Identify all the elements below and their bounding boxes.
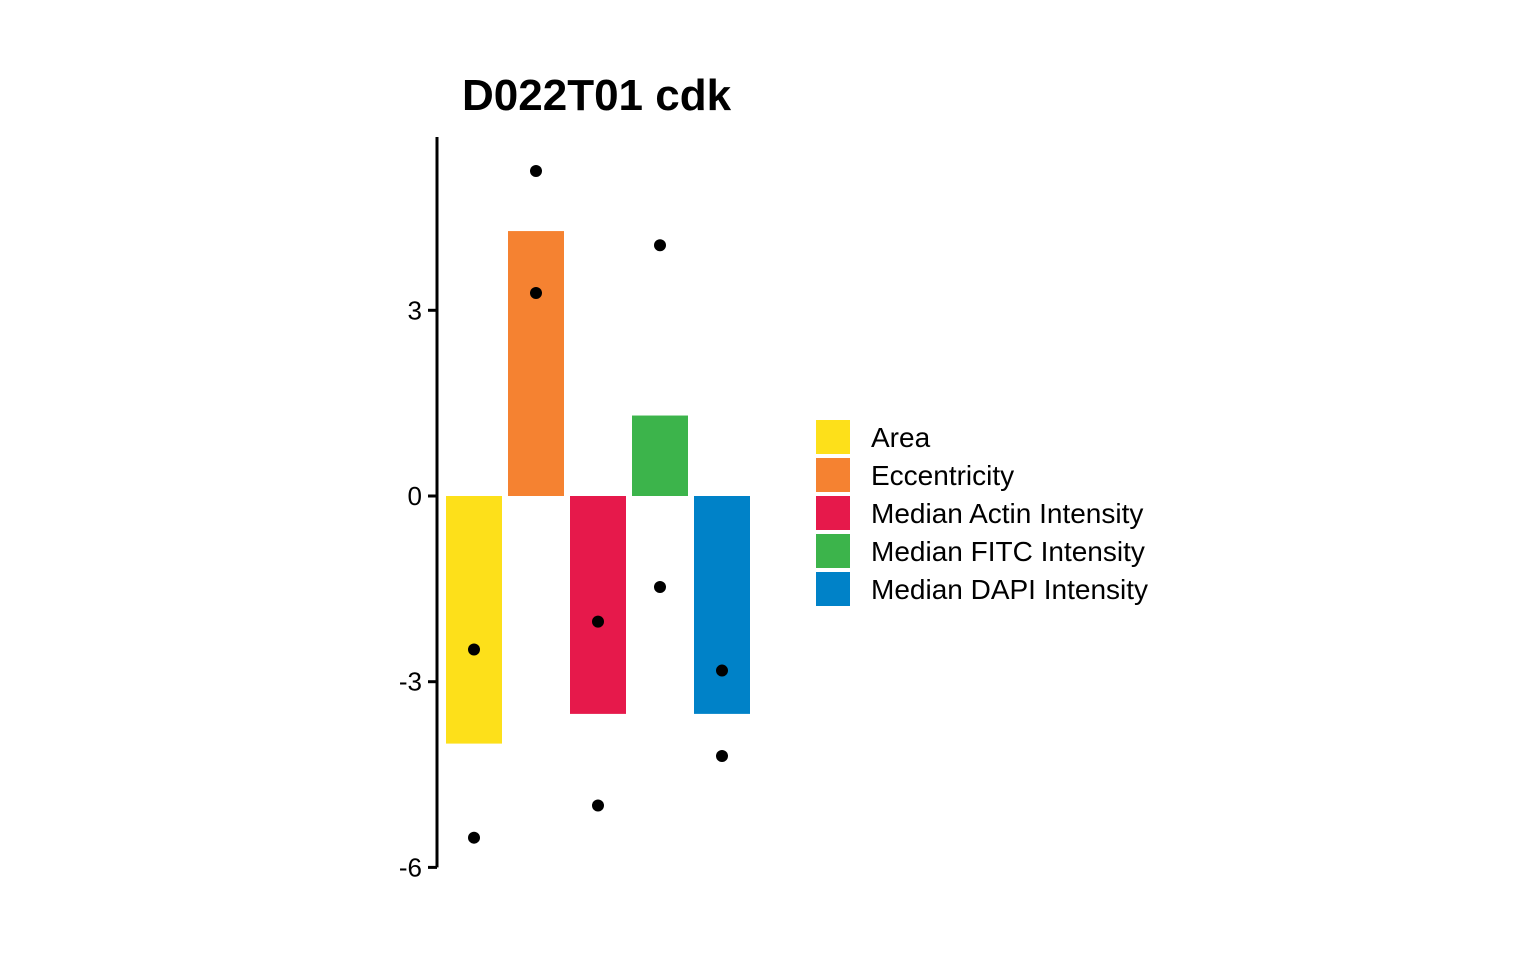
data-point	[592, 799, 604, 812]
data-point	[654, 580, 666, 593]
data-point	[468, 831, 480, 844]
legend-label: Median Actin Intensity	[871, 498, 1143, 529]
legend-key	[816, 534, 850, 568]
data-point	[592, 615, 604, 628]
legend-key	[816, 420, 850, 454]
data-point	[468, 643, 480, 656]
legend-key	[816, 496, 850, 530]
legend-label: Median DAPI Intensity	[871, 574, 1148, 605]
bar-eccentricity	[508, 231, 564, 496]
legend-key	[816, 572, 850, 606]
y-axis: 3 0 -3 -6	[399, 137, 439, 882]
bar-area	[446, 496, 502, 744]
data-point	[716, 749, 728, 762]
y-tick-label: -6	[399, 852, 422, 882]
y-tick-label: -3	[399, 667, 422, 697]
data-point	[654, 239, 666, 252]
legend: Area Eccentricity Median Actin Intensity Me…	[816, 420, 1148, 606]
bar-median-actin-intensity	[570, 496, 626, 714]
bar-median-dapi-intensity	[694, 496, 750, 714]
plot-area	[446, 165, 750, 844]
legend-key	[816, 458, 850, 492]
data-point	[530, 286, 542, 299]
chart-title: D022T01 cdk	[462, 71, 732, 120]
legend-label: Eccentricity	[871, 460, 1014, 491]
data-point	[716, 664, 728, 677]
data-point	[530, 165, 542, 178]
legend-label: Area	[871, 422, 931, 453]
y-tick-label: 3	[408, 295, 422, 325]
bar-median-fitc-intensity	[632, 415, 688, 496]
y-tick-label: 0	[408, 481, 422, 511]
legend-label: Median FITC Intensity	[871, 536, 1145, 567]
